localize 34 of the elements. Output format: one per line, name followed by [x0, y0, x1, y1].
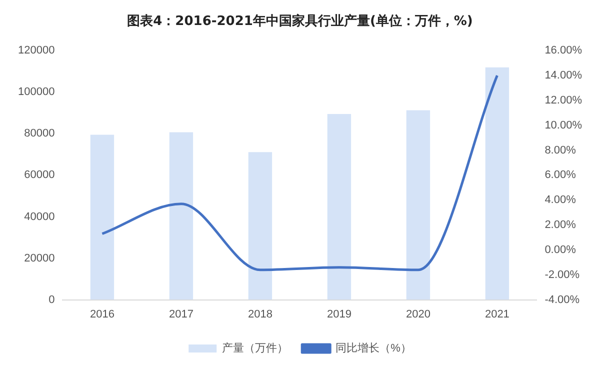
x-tick-label: 2021	[484, 308, 510, 320]
bar	[327, 114, 352, 300]
y2-tick-label: 10.00%	[544, 119, 582, 132]
chart-title: 图表4：2016-2021年中国家具行业产量(单位：万件，%)	[126, 12, 474, 31]
x-tick-label: 2017	[168, 308, 194, 320]
y-tick-label: 120000	[18, 44, 55, 57]
y2-tick-label: 0.00%	[544, 244, 576, 256]
legend-label: 同比增长（%）	[336, 342, 412, 355]
legend-label: 产量（万件）	[222, 342, 288, 355]
y-tick-label: 100000	[18, 86, 55, 98]
y2-tick-label: -2.00%	[544, 268, 580, 281]
bar	[406, 110, 430, 300]
y2-tick-label: 12.00%	[544, 94, 582, 106]
y2-tick-label: 4.00%	[544, 194, 576, 206]
bar	[169, 132, 194, 300]
y2-tick-label: 14.00%	[544, 70, 582, 82]
y2-tick-label: 6.00%	[544, 169, 576, 182]
bar	[248, 152, 272, 300]
x-tick-label: 2019	[326, 308, 352, 320]
bar	[485, 67, 510, 300]
x-tick-label: 2018	[248, 308, 272, 320]
y-tick-label: 20000	[24, 252, 55, 264]
bar	[90, 134, 114, 300]
line-series	[100, 74, 498, 272]
y2-tick-label: -4.00%	[544, 294, 580, 306]
x-tick-label: 2020	[406, 308, 430, 320]
y2-tick-label: 16.00%	[544, 44, 582, 57]
y2-tick-label: 2.00%	[544, 219, 576, 232]
y-tick-label: 60000	[24, 169, 55, 182]
y-tick-label: 0	[48, 294, 55, 306]
x-tick-label: 2016	[90, 308, 114, 320]
y-tick-label: 80000	[24, 128, 55, 140]
y2-tick-label: 8.00%	[544, 144, 576, 156]
y-tick-label: 40000	[24, 210, 55, 223]
